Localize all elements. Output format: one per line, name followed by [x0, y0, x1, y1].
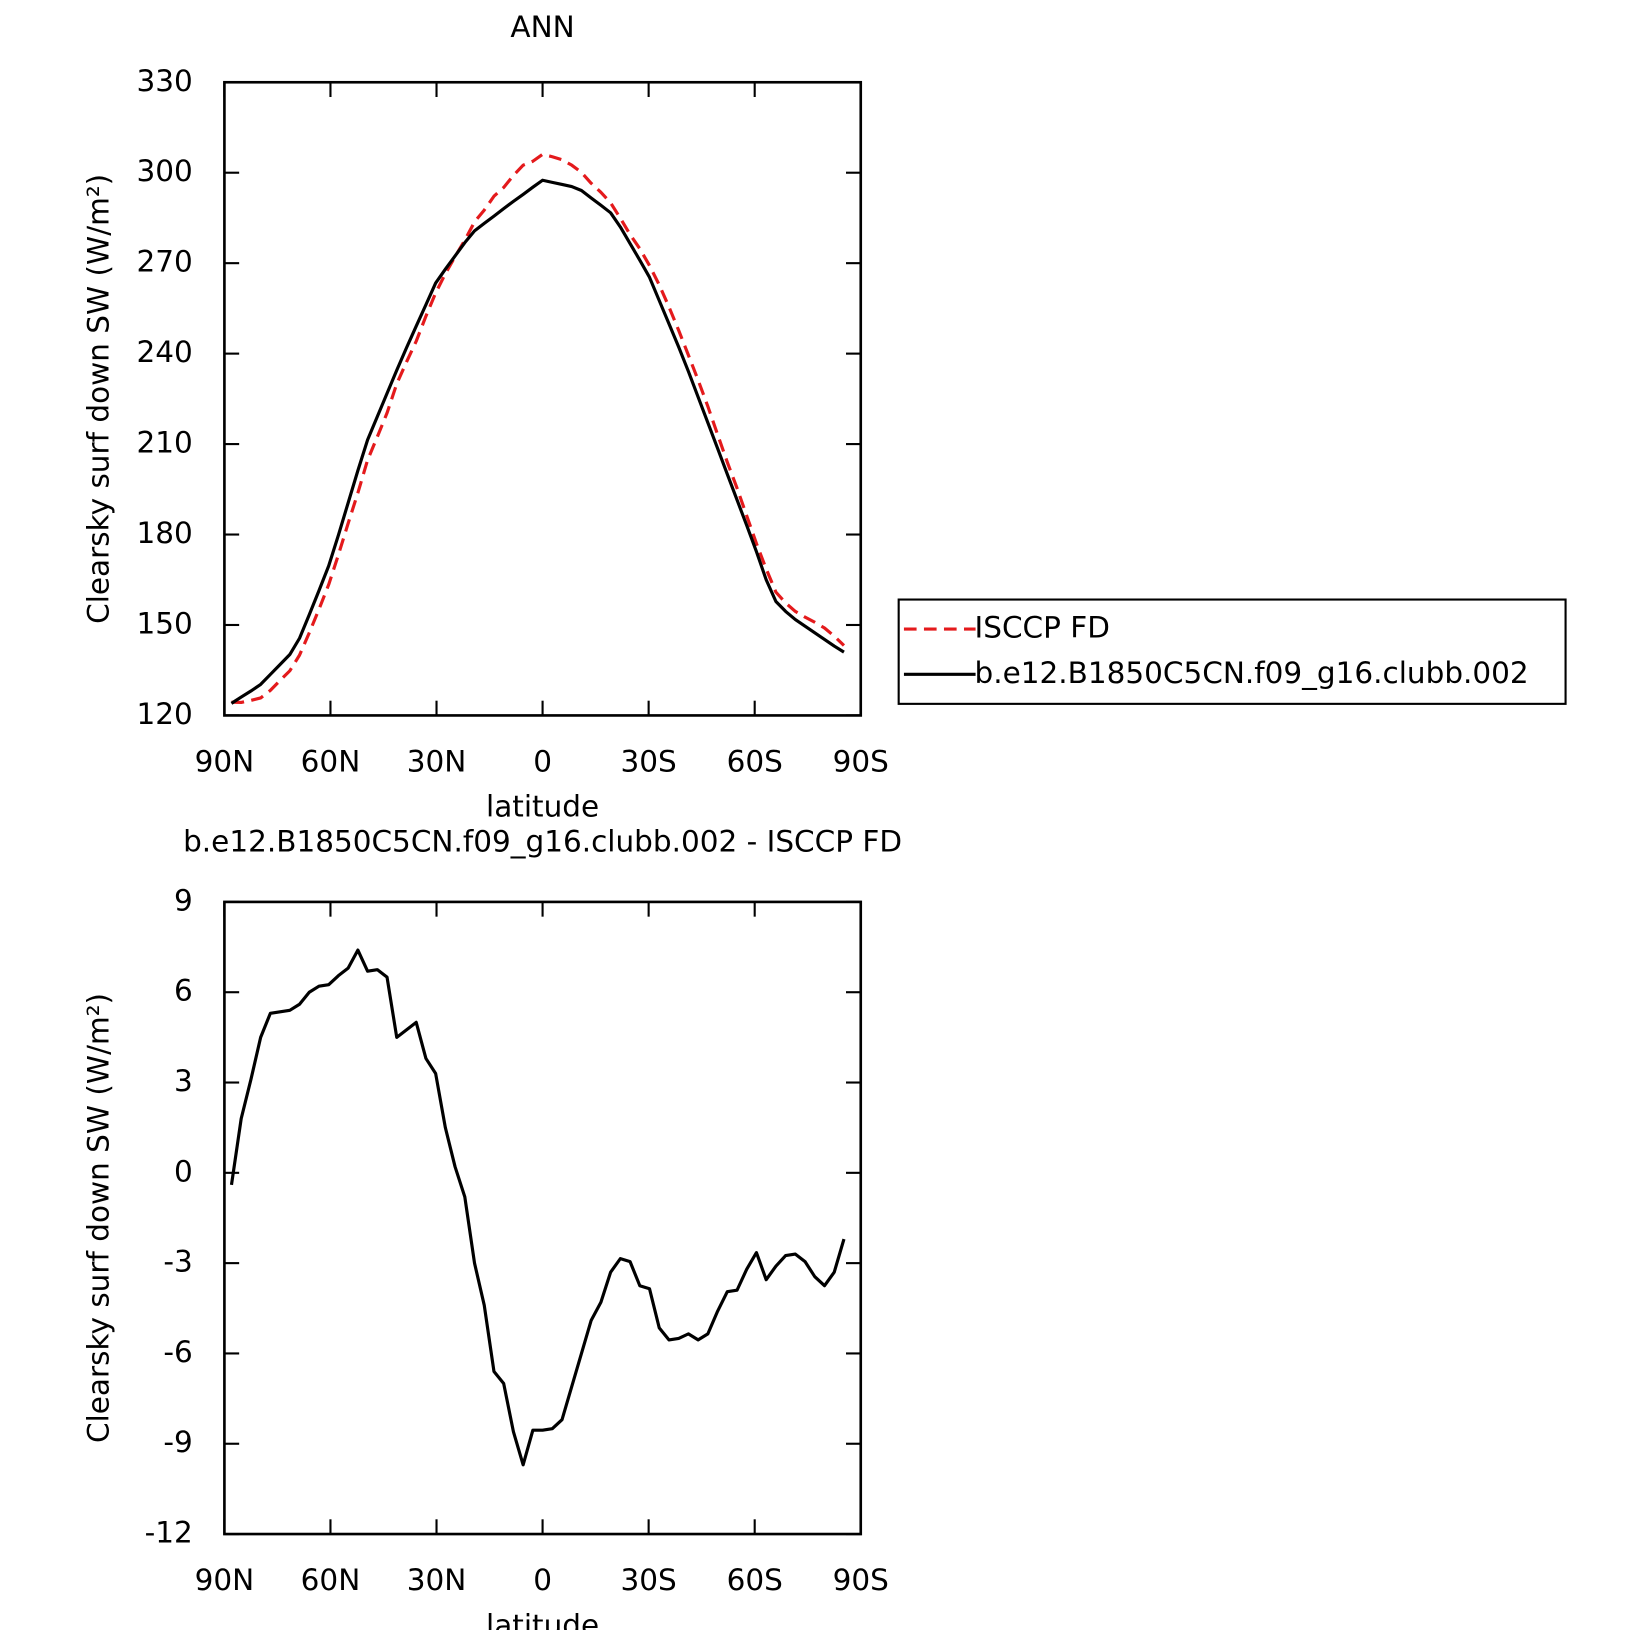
y-tick-label: 210 — [137, 426, 193, 460]
x-tick-label: 60N — [301, 1563, 361, 1597]
x-axis-label: latitude — [486, 790, 599, 824]
chart-title: b.e12.B1850C5CN.f09_g16.clubb.002 - ISCC… — [183, 824, 902, 858]
y-tick-label: 330 — [137, 64, 193, 98]
y-axis-label: Clearsky surf down SW (W/m²) — [82, 993, 116, 1443]
x-tick-label: 90S — [833, 1563, 889, 1597]
legend-label: ISCCP FD — [975, 611, 1110, 645]
x-tick-label: 30N — [407, 744, 467, 778]
chart-title: ANN — [510, 10, 574, 44]
y-tick-label: 270 — [137, 245, 193, 279]
plot-frame — [223, 80, 863, 717]
x-tick-label: 0 — [533, 1563, 552, 1597]
y-tick-label: -9 — [163, 1425, 192, 1459]
x-tick-label: 90S — [833, 744, 889, 778]
x-axis-label: latitude — [486, 1608, 599, 1630]
x-tick-label: 60N — [301, 744, 361, 778]
x-tick-label: 30S — [621, 744, 677, 778]
y-tick-label: 120 — [137, 697, 193, 731]
y-tick-label: 6 — [174, 974, 193, 1008]
y-axis-label: Clearsky surf down SW (W/m²) — [82, 174, 116, 624]
y-tick-label: 240 — [137, 335, 193, 369]
y-tick-label: 3 — [174, 1064, 193, 1098]
legend-label: b.e12.B1850C5CN.f09_g16.clubb.002 — [975, 656, 1529, 690]
x-tick-label: 0 — [533, 744, 552, 778]
data-line — [231, 152, 846, 705]
y-tick-label: 0 — [174, 1154, 193, 1188]
y-tick-label: -6 — [163, 1335, 192, 1369]
x-tick-label: 90N — [195, 744, 255, 778]
data-line — [229, 948, 846, 1467]
y-tick-label: -12 — [145, 1516, 193, 1550]
data-line — [230, 178, 845, 705]
y-tick-label: 300 — [137, 154, 193, 188]
x-tick-label: 30S — [621, 1563, 677, 1597]
y-tick-label: 150 — [137, 606, 193, 640]
legend-box — [897, 598, 1567, 705]
y-tick-label: 180 — [137, 516, 193, 550]
y-tick-label: 9 — [174, 883, 193, 917]
x-tick-label: 90N — [195, 1563, 255, 1597]
y-tick-label: -3 — [163, 1245, 192, 1279]
x-tick-label: 60S — [727, 744, 783, 778]
plot-frame — [223, 900, 863, 1536]
x-tick-label: 30N — [407, 1563, 467, 1597]
x-tick-label: 60S — [727, 1563, 783, 1597]
